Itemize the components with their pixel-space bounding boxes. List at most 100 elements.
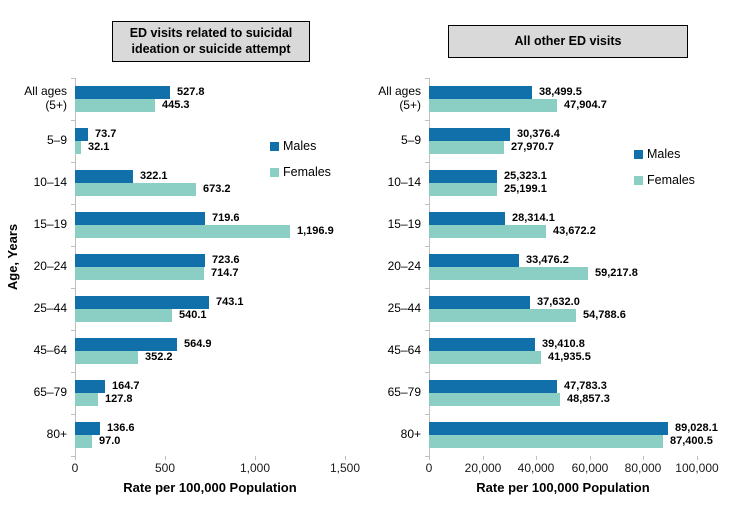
legend-item-females: Females (634, 173, 695, 187)
value-label: 719.6 (212, 212, 240, 224)
females-bar (75, 225, 290, 238)
males-bar (429, 254, 519, 267)
chart-panel-suicide-related-ed-visits: ED visits related to suicidal ideation o… (5, 21, 360, 495)
females-bar (75, 99, 155, 112)
x-axis-tick-label: 60,000 (571, 461, 609, 475)
value-label: 352.2 (145, 351, 173, 363)
females-bar (75, 309, 172, 322)
category-label: 45–64 (387, 343, 421, 358)
females-bar (429, 393, 560, 406)
y-axis-tick (71, 330, 75, 331)
category-label: 65–79 (387, 385, 421, 400)
chart-panel-all-other-ed-visits: All other ED visits All ages (5+) 38,499.… (366, 0, 732, 510)
females-bar (75, 141, 81, 154)
x-axis-tick-label: 100,000 (675, 461, 719, 475)
legend-label-males: Males (647, 147, 681, 161)
category-label: All ages (5+) (378, 84, 421, 112)
x-axis-tick (697, 456, 698, 460)
y-axis-tick (425, 78, 429, 79)
value-label: 540.1 (179, 309, 207, 321)
value-label: 714.7 (211, 267, 239, 279)
value-label: 527.8 (177, 86, 205, 98)
x-axis-title: Rate per 100,000 Population (476, 480, 650, 495)
males-bar (75, 254, 205, 267)
males-bar (75, 212, 205, 225)
x-axis-tick (483, 456, 484, 460)
females-swatch-icon (270, 167, 279, 177)
value-label: 32.1 (88, 141, 110, 153)
value-label: 48,857.3 (567, 393, 610, 405)
y-axis-tick (425, 246, 429, 247)
y-axis-tick (71, 78, 75, 79)
y-axis-tick (425, 456, 429, 457)
value-label: 25,323.1 (504, 170, 547, 182)
value-label: 97.0 (99, 435, 121, 447)
males-bar (75, 296, 209, 309)
males-bar (429, 296, 530, 309)
males-swatch-icon (634, 149, 643, 159)
y-axis-tick (71, 288, 75, 289)
y-axis-tick (71, 414, 75, 415)
category-label: 20–24 (387, 259, 421, 274)
legend-item-males: Males (634, 147, 695, 161)
females-bar (75, 435, 92, 448)
category-label: All ages (5+) (24, 84, 67, 112)
legend-label-females: Females (283, 165, 331, 179)
x-axis-tick (165, 456, 166, 460)
category-label: 25–44 (387, 301, 421, 316)
x-axis-tick-label: 20,000 (464, 461, 502, 475)
males-swatch-icon (270, 141, 279, 151)
y-axis-tick (425, 330, 429, 331)
females-bar (429, 309, 576, 322)
x-axis-tick-label: 500 (154, 461, 176, 475)
females-bar (429, 351, 541, 364)
x-axis-tick (643, 456, 644, 460)
legend-item-females: Females (270, 165, 331, 179)
value-label: 73.7 (95, 128, 117, 140)
value-label: 28,314.1 (512, 212, 555, 224)
x-axis-tick-label: 1,500 (329, 461, 361, 475)
males-bar (429, 128, 510, 141)
value-label: 564.9 (184, 338, 212, 350)
value-label: 59,217.8 (595, 267, 638, 279)
value-label: 25,199.1 (504, 183, 547, 195)
females-bar (429, 183, 497, 196)
chart-title: All other ED visits (514, 33, 622, 48)
category-label: 15–19 (33, 217, 67, 232)
value-label: 322.1 (140, 170, 168, 182)
males-bar (429, 86, 532, 99)
x-axis-tick (536, 456, 537, 460)
y-axis-tick (425, 120, 429, 121)
value-label: 47,783.3 (564, 380, 607, 392)
category-label: 65–79 (33, 385, 67, 400)
males-bar (75, 128, 88, 141)
category-label: 80+ (46, 427, 67, 442)
females-bar (429, 99, 557, 112)
y-axis-tick (71, 120, 75, 121)
value-label: 723.6 (212, 254, 240, 266)
x-axis-tick-label: 0 (71, 461, 79, 475)
value-label: 89,028.1 (675, 422, 718, 434)
males-bar (75, 338, 177, 351)
chart-title-box: ED visits related to suicidal ideation o… (112, 21, 310, 62)
females-swatch-icon (634, 175, 643, 185)
category-label: 20–24 (33, 259, 67, 274)
x-axis-tick-label: 0 (425, 461, 433, 475)
value-label: 743.1 (216, 296, 244, 308)
x-axis-title: Rate per 100,000 Population (123, 480, 297, 495)
category-label: 45–64 (33, 343, 67, 358)
x-axis-tick (75, 456, 76, 460)
value-label: 33,476.2 (526, 254, 569, 266)
category-label: 5–9 (46, 133, 67, 148)
plot-area: All ages (5+) 38,499.5 47,904.7 5–9 30,376.4… (366, 0, 732, 510)
category-label: 25–44 (33, 301, 67, 316)
females-bar (429, 141, 504, 154)
value-label: 47,904.7 (564, 99, 607, 111)
males-bar (429, 170, 497, 183)
females-bar (75, 267, 204, 280)
category-label: 10–14 (387, 175, 421, 190)
y-axis-tick (425, 204, 429, 205)
legend: Males Females (634, 147, 695, 187)
y-axis-tick (71, 246, 75, 247)
